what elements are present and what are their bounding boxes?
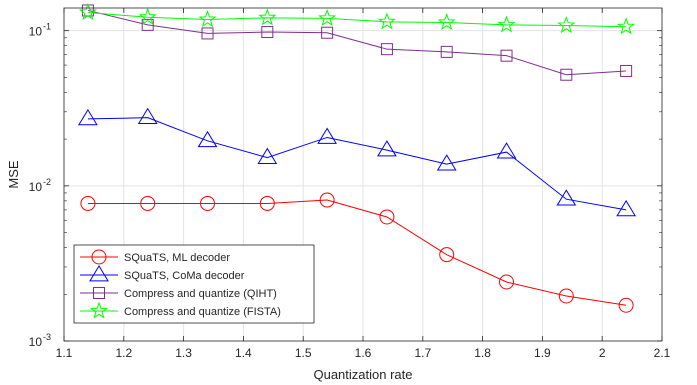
legend-entry: SQuaTS, CoMa decoder bbox=[80, 265, 245, 282]
series-star bbox=[78, 3, 636, 35]
axes: 1.1 1.2 1.3 1.4 1.5 1.6 1.7 1.8 1.9 2 2.110 -310 -21… bbox=[29, 8, 671, 360]
data-point-triangle bbox=[317, 127, 338, 144]
data-point-circle bbox=[558, 288, 574, 304]
legend-entry: SQuaTS, ML decoder bbox=[80, 249, 230, 265]
data-point-circle bbox=[80, 195, 96, 211]
x-tick-label: 1.4 bbox=[235, 346, 252, 360]
data-point-star bbox=[198, 10, 217, 28]
legend: SQuaTS, ML decoder SQuaTS, CoMa decoder Co… bbox=[73, 244, 315, 324]
y-axis-label: MSE bbox=[6, 160, 21, 189]
data-point-square bbox=[500, 49, 513, 62]
x-axis-label: Quantization rate bbox=[313, 367, 412, 382]
data-point-triangle bbox=[556, 189, 577, 206]
legend-box bbox=[73, 244, 315, 324]
data-point-triangle bbox=[496, 142, 517, 159]
data-point-square bbox=[321, 26, 334, 39]
data-point-star bbox=[377, 12, 396, 30]
y-tick-base: 10 bbox=[29, 335, 43, 349]
y-tick-exponent: -2 bbox=[43, 177, 51, 187]
x-tick-label: 1.9 bbox=[534, 346, 551, 360]
y-tick-label: 10 bbox=[29, 25, 43, 39]
series-layer bbox=[78, 3, 637, 313]
x-tick-label: 1.2 bbox=[115, 346, 132, 360]
legend-marker-square bbox=[93, 287, 105, 299]
data-point-star bbox=[258, 8, 277, 26]
legend-label: Compress and quantize (QIHT) bbox=[124, 288, 277, 300]
series-line bbox=[87, 117, 627, 211]
legend-marker-triangle bbox=[89, 265, 109, 282]
data-point-circle bbox=[319, 192, 335, 208]
data-point-triangle bbox=[197, 130, 218, 148]
series-square bbox=[81, 4, 633, 81]
x-tick-label: 1.3 bbox=[175, 346, 192, 360]
data-point-triangle bbox=[78, 108, 98, 126]
data-point-triangle bbox=[616, 199, 637, 217]
data-point-square bbox=[261, 26, 274, 39]
data-point-circle bbox=[140, 195, 156, 211]
y-tick-exponent: -3 bbox=[43, 332, 51, 342]
series-circle bbox=[80, 192, 634, 313]
legend-marker-circle bbox=[91, 249, 107, 265]
data-point-star bbox=[497, 15, 516, 33]
data-point-star bbox=[437, 12, 456, 31]
y-tick-label: 10 bbox=[29, 335, 43, 349]
data-point-star bbox=[318, 8, 337, 27]
x-tick-label: 2.1 bbox=[654, 346, 671, 360]
data-point-circle bbox=[259, 195, 275, 211]
x-tick-label: 1.7 bbox=[414, 346, 431, 360]
legend-label: SQuaTS, ML decoder bbox=[124, 252, 230, 264]
y-tick-base: 10 bbox=[29, 180, 43, 194]
series-line bbox=[87, 11, 627, 28]
series-triangle bbox=[78, 107, 637, 217]
data-point-star bbox=[78, 3, 97, 21]
data-point-square bbox=[201, 27, 214, 40]
data-point-square bbox=[620, 64, 633, 77]
x-tick-label: 1.8 bbox=[474, 346, 491, 360]
data-point-circle bbox=[499, 274, 515, 290]
data-point-circle bbox=[439, 247, 455, 263]
x-tick-label: 1.5 bbox=[295, 346, 312, 360]
legend-marker-star bbox=[89, 301, 109, 319]
x-tick-label: 1.1 bbox=[56, 346, 73, 360]
data-point-square bbox=[560, 68, 573, 81]
y-tick-exponent: -1 bbox=[43, 22, 51, 32]
legend-label: SQuaTS, CoMa decoder bbox=[124, 270, 245, 282]
data-point-square bbox=[380, 43, 393, 56]
x-tick-label: 2 bbox=[599, 346, 606, 360]
y-tick-label: 10 bbox=[29, 180, 43, 194]
data-point-star bbox=[617, 17, 636, 35]
data-point-triangle bbox=[377, 140, 397, 157]
series-line bbox=[87, 9, 627, 76]
data-point-star bbox=[557, 16, 576, 34]
series-line bbox=[87, 199, 627, 306]
data-point-square bbox=[440, 45, 453, 58]
x-tick-label: 1.6 bbox=[355, 346, 372, 360]
data-point-triangle bbox=[257, 147, 278, 164]
data-point-star bbox=[138, 7, 157, 25]
y-tick-base: 10 bbox=[29, 25, 43, 39]
data-point-circle bbox=[200, 195, 216, 211]
data-point-circle bbox=[379, 209, 395, 225]
legend-entry: Compress and quantize (QIHT) bbox=[80, 287, 277, 300]
data-point-triangle bbox=[137, 107, 158, 125]
legend-label: Compress and quantize (FISTA) bbox=[124, 306, 281, 318]
legend-entry: Compress and quantize (FISTA) bbox=[80, 301, 281, 319]
data-point-circle bbox=[618, 297, 634, 313]
data-point-triangle bbox=[436, 154, 457, 171]
